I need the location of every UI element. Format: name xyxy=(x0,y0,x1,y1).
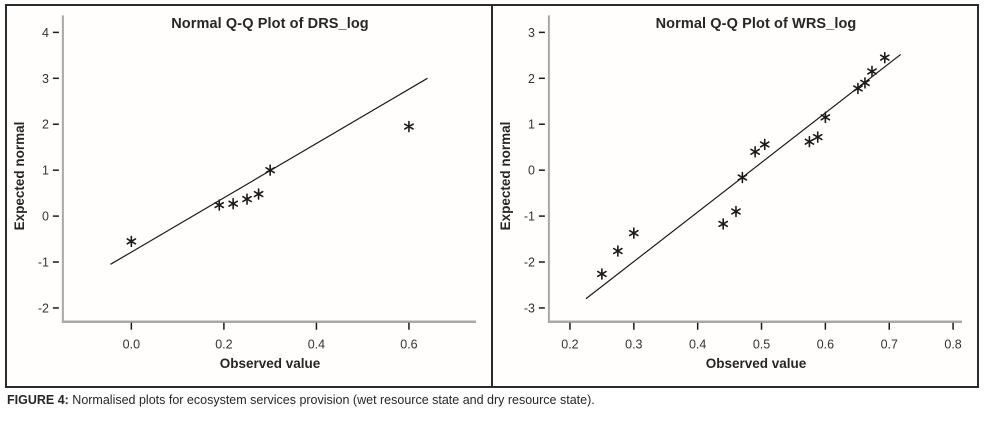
x-tick-label: 0.6 xyxy=(817,338,834,352)
y-tick-label: 0 xyxy=(528,164,535,178)
chart-title: Normal Q-Q Plot of WRS_log xyxy=(655,16,857,32)
data-point-marker xyxy=(596,268,607,280)
y-axis-label: Expected normal xyxy=(498,121,513,231)
x-tick-label: 0.2 xyxy=(215,338,232,352)
data-point-marker xyxy=(718,218,729,230)
data-point-marker xyxy=(820,111,831,124)
qq-plot-wrs-panel: 3 2 1 0 -1 -2 -3 0.2 0.3 0.4 0.5 0.6 0.7 0.8 Normal Q… xyxy=(491,6,977,386)
y-tick-label: 1 xyxy=(42,164,49,178)
figure-caption-text: Normalised plots for ecosystem services … xyxy=(68,393,595,407)
figure-caption: FIGURE 4: Normalised plots for ecosystem… xyxy=(7,393,977,407)
y-tick-label: -1 xyxy=(524,210,535,224)
data-point-marker xyxy=(404,120,414,133)
data-point-marker xyxy=(731,205,741,218)
data-point-marker xyxy=(228,197,239,210)
y-tick-label: 4 xyxy=(42,26,49,40)
figure-caption-label: FIGURE 4: xyxy=(7,393,69,407)
data-point-marker xyxy=(812,131,823,143)
y-tick-label: 2 xyxy=(42,118,49,132)
y-tick-label: 0 xyxy=(42,210,49,224)
data-point-marker xyxy=(253,188,264,200)
data-point-marker xyxy=(737,171,748,184)
x-tick-label: 0.5 xyxy=(753,338,770,352)
x-tick-label: 0.4 xyxy=(689,338,706,352)
figure-panel: 4 3 2 1 0 -1 -2 0.0 0.2 0.4 0.6 Normal Q-Q Plot of… xyxy=(5,4,979,388)
y-tick-label: 2 xyxy=(528,72,535,86)
y-tick-label: 1 xyxy=(528,118,535,132)
y-tick-label: 3 xyxy=(528,26,535,40)
data-point-marker xyxy=(860,77,870,89)
x-axis-label: Observed value xyxy=(705,356,807,371)
data-point-marker xyxy=(612,245,623,257)
x-axis-label: Observed value xyxy=(219,356,321,371)
x-tick-label: 0.3 xyxy=(625,338,642,352)
data-point-marker xyxy=(242,193,252,205)
x-tick-label: 0.8 xyxy=(944,338,961,352)
data-point-marker xyxy=(853,82,863,95)
data-point-marker xyxy=(879,51,890,64)
y-tick-label: -3 xyxy=(524,301,535,315)
qq-plot-drs-panel: 4 3 2 1 0 -1 -2 0.0 0.2 0.4 0.6 Normal Q-Q Plot of… xyxy=(7,6,491,386)
x-tick-label: 0.4 xyxy=(308,338,325,352)
y-axis-label: Expected normal xyxy=(12,121,27,231)
x-tick-label: 0.0 xyxy=(123,338,140,352)
y-tick-label: -1 xyxy=(38,256,49,270)
data-point-marker xyxy=(214,199,225,211)
data-point-marker xyxy=(126,235,137,248)
chart-title: Normal Q-Q Plot of DRS_log xyxy=(171,16,369,32)
x-tick-label: 0.6 xyxy=(400,338,417,352)
data-point-marker xyxy=(867,65,877,78)
y-tick-label: -2 xyxy=(38,301,49,315)
y-tick-label: -2 xyxy=(524,256,535,270)
x-tick-label: 0.2 xyxy=(561,338,578,352)
data-point-marker xyxy=(750,146,761,158)
x-tick-label: 0.7 xyxy=(881,338,898,352)
qq-chart-svg-wrs: 3 2 1 0 -1 -2 -3 0.2 0.3 0.4 0.5 0.6 0.7 0.8 xyxy=(524,15,963,352)
data-point-marker xyxy=(628,227,639,239)
data-point-marker xyxy=(265,164,276,176)
y-tick-label: 3 xyxy=(42,72,49,86)
data-point-marker xyxy=(759,138,770,151)
data-point-marker xyxy=(804,135,815,148)
qq-chart-svg-drs: 4 3 2 1 0 -1 -2 0.0 0.2 0.4 0.6 xyxy=(38,15,477,352)
